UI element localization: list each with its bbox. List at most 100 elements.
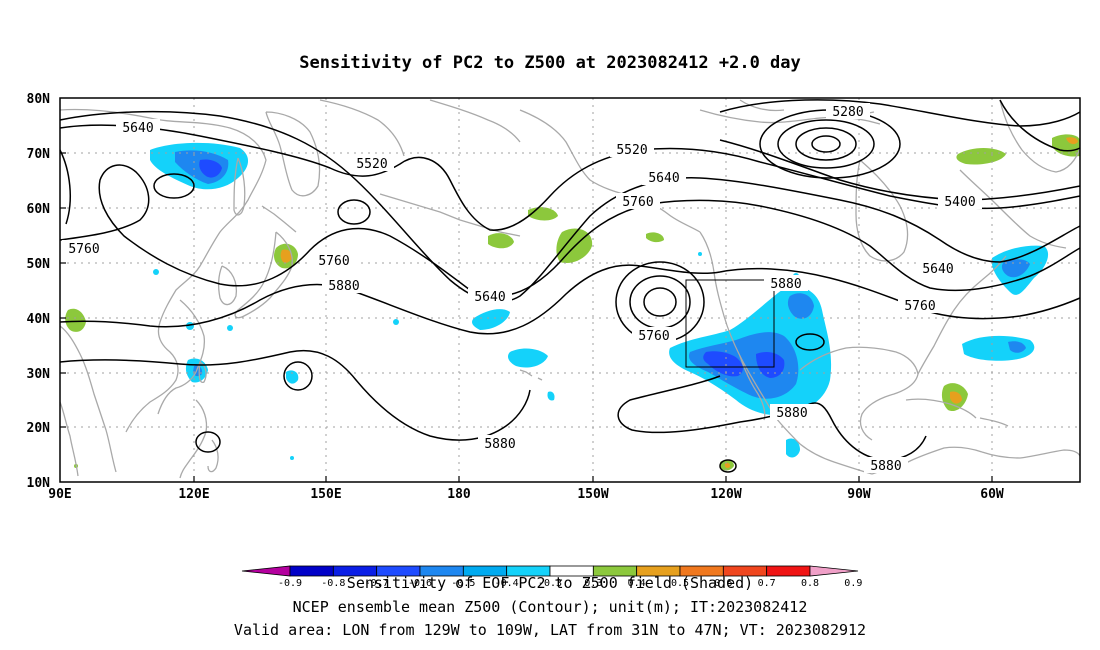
contour-polar-3 <box>777 119 875 169</box>
lat-label-20n: 20N <box>27 421 51 436</box>
lat-labels: 80N 70N 60N 50N 40N 30N 20N 10N <box>27 92 51 491</box>
contour-greenland <box>999 99 1081 152</box>
lon-label-120w: 120W <box>710 487 741 502</box>
contour-label-4: 5760 <box>318 254 349 269</box>
contour-label-15: 5400 <box>944 195 975 210</box>
contour-label-13: 5880 <box>484 437 515 452</box>
coast-korea <box>218 265 238 306</box>
coast-alaska-west <box>519 109 701 233</box>
contour-label-5: 5880 <box>328 279 359 294</box>
lon-label-90w: 90W <box>847 487 871 502</box>
colorbar-swatch-1 <box>289 565 334 577</box>
coast-hawaii <box>519 369 543 381</box>
contour-label-7: 5520 <box>616 143 647 158</box>
shade-blob-japan-core <box>280 249 292 263</box>
contour-label-8: 5640 <box>648 171 679 186</box>
colorbar-tick-label: 0.7 <box>758 578 776 589</box>
lon-label-90e: 90E <box>48 487 71 502</box>
coast-kamchatka <box>265 111 321 197</box>
contour-label-2: 5520 <box>356 157 387 172</box>
lon-labels: 90E 120E 150E 180 150W 120W 90W 60W <box>48 487 1004 502</box>
contour-high-wpac <box>283 361 313 391</box>
shade-blob-asia-sw <box>65 308 86 332</box>
coast-chukotka <box>319 99 405 157</box>
contour-polar-1 <box>811 135 841 153</box>
colorbar-tick-label: -0.8 <box>321 578 345 589</box>
colorbar: -0.9 -0.8 -0.7 -0.6 -0.5 -0.4 -0.3 0.3 0.4 0.5 0.6… <box>241 565 862 589</box>
coast-sakhalin <box>233 157 246 216</box>
contour-high-phil <box>195 431 221 453</box>
contour-label-17: 5760 <box>904 299 935 314</box>
coast-philippines-2 <box>207 439 219 473</box>
shade-blob-gulf-alaska <box>646 232 664 243</box>
shade-blob-cpac-3 <box>547 391 555 401</box>
coast-asia-east <box>59 108 267 433</box>
contour-label-12: 5880 <box>776 406 807 421</box>
grid-lines <box>60 98 1080 482</box>
colorbar-tick-label: -0.4 <box>495 578 519 589</box>
coast-taiwan <box>198 361 207 383</box>
lon-label-60w: 60W <box>980 487 1004 502</box>
contour-low-coast-inner <box>643 287 677 317</box>
lat-label-60n: 60N <box>27 202 51 217</box>
colorbar-tick-label: -0.7 <box>365 578 389 589</box>
lon-label-150w: 150W <box>577 487 608 502</box>
coast-china-south <box>157 299 206 415</box>
colorbar-tick-label: -0.5 <box>451 578 475 589</box>
shade-dot-3 <box>227 325 233 331</box>
shade-dot-1 <box>153 269 159 275</box>
caption-line-3: Valid area: LON from 129W to 109W, LAT f… <box>234 621 866 639</box>
caption-line-2: NCEP ensemble mean Z500 (Contour); unit(… <box>293 598 808 616</box>
lon-label-120e: 120E <box>178 487 209 502</box>
lat-label-70n: 70N <box>27 147 51 162</box>
contour-5880-south <box>59 349 531 441</box>
shade-blob-caribbean-core <box>950 391 962 404</box>
coast-cuba <box>905 398 977 419</box>
lon-label-150e: 150E <box>310 487 341 502</box>
colorbar-tick-label: 0.8 <box>801 578 819 589</box>
coast-kuril <box>261 205 297 233</box>
contour-label-11: 5880 <box>770 277 801 292</box>
contour-low-kamchatka <box>153 173 195 199</box>
map-title: Sensitivity of PC2 to Z500 at 2023082412… <box>299 53 801 73</box>
colorbar-tick-label: 0.5 <box>671 578 689 589</box>
contour-label-9: 5760 <box>622 195 653 210</box>
contour-label-group: 5640 5520 5760 5760 5880 5640 5520 5640 … <box>62 103 982 474</box>
contour-5760-east <box>759 205 1081 292</box>
shade-blob-cpac-1 <box>472 309 510 330</box>
contour-high-tip <box>719 459 737 473</box>
shade-dot-5 <box>290 456 294 460</box>
caption-line-1: Sensitivity of EOF PC2 to Z500 field (Sh… <box>347 574 753 592</box>
colorbar-tick-label: -0.6 <box>408 578 432 589</box>
lon-label-180: 180 <box>447 487 471 502</box>
shade-blob-labrador-core <box>1066 137 1078 145</box>
coast-na-west <box>699 231 873 475</box>
shade-blob-aleutian-1 <box>488 233 514 249</box>
coastlines <box>59 99 1081 479</box>
colorbar-swatch-12 <box>766 565 811 577</box>
coast-east-us <box>917 255 1007 375</box>
shade-blob-atlantic-core <box>1008 341 1026 353</box>
shade-blob-east-coast-core <box>1001 259 1030 278</box>
coast-labrador <box>959 169 1067 249</box>
contour-5400 <box>719 139 1081 201</box>
contour-label-10: 5760 <box>638 329 669 344</box>
shade-blob-okhotsk-inner <box>199 159 222 178</box>
shade-blob-na-north <box>787 293 814 319</box>
coast-bering-east <box>429 99 521 143</box>
axis-ticks <box>60 152 993 482</box>
contour-west-edge <box>59 149 71 225</box>
contour-polar-2 <box>795 127 857 161</box>
contour-label-1: 5640 <box>122 121 153 136</box>
contour-label-16: 5640 <box>922 262 953 277</box>
shade-blob-wpac <box>286 370 299 384</box>
contour-label-6: 5640 <box>474 290 505 305</box>
shade-blob-cpac-2 <box>508 348 548 368</box>
lat-label-10n: 10N <box>27 476 51 491</box>
lat-label-30n: 30N <box>27 367 51 382</box>
contour-label-18: 5880 <box>870 459 901 474</box>
contour-5880-mex <box>617 375 927 461</box>
shade-blob-hudson <box>956 148 1006 165</box>
lat-label-40n: 40N <box>27 312 51 327</box>
